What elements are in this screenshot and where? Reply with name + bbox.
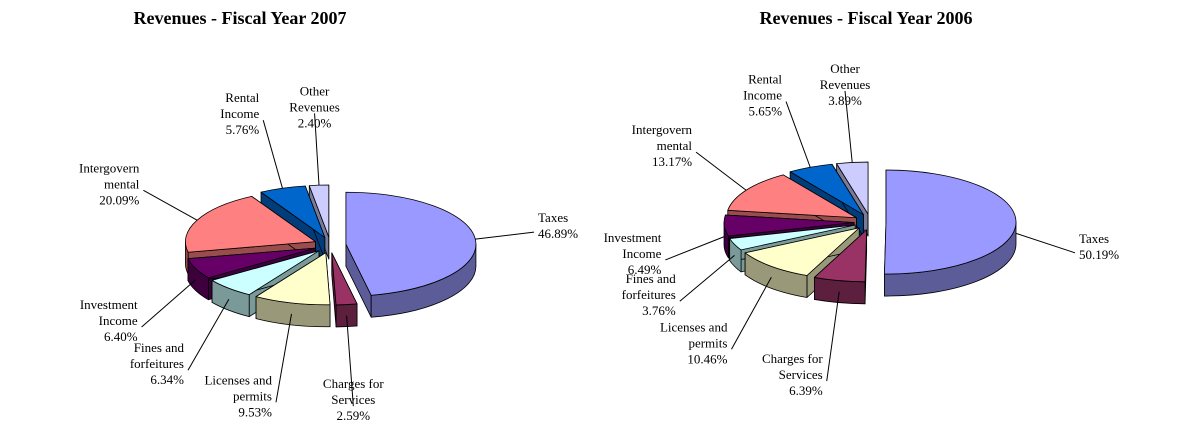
label-line: mental [104,176,140,191]
slice-label: Charges for Services [323,376,384,407]
label-line: Rental [748,72,782,87]
label-line: Investment [80,297,138,312]
label-line: permits [688,335,727,350]
slice [308,184,330,238]
label-line: forfeitures [622,287,676,302]
label-line: permits [233,388,272,403]
label-line: Income [99,313,138,328]
slice-label: Intergovern mental [79,160,140,191]
leader-line [141,279,197,328]
label-line: Fines and [134,340,185,355]
slice [187,247,316,279]
chart-title: Revenues - Fiscal Year 2006 [760,8,973,28]
label-line: Revenues [289,99,340,114]
chart-title: Revenues - Fiscal Year 2007 [134,8,347,28]
slice [331,252,358,306]
label-line: Income [220,106,259,121]
slice-label: Other Revenues [820,61,871,92]
leader-line [275,313,293,403]
label-line: mental [657,138,693,153]
slice [813,229,868,283]
slice [260,185,326,238]
slice [211,250,320,296]
leader-line [346,315,354,407]
slice-label: Taxes [1079,231,1109,246]
leader-line [785,101,811,168]
slice-label: Investment Income [604,230,662,261]
label-line: Services [779,367,823,382]
slice [729,224,856,251]
slice [884,169,1017,275]
label-line: Intergovern [79,160,140,175]
label-line: Rental [225,90,259,105]
slice-label: Other Revenues [289,83,340,114]
slice-label: Licenses and permits [204,372,272,403]
leader-line [665,236,725,261]
value-label: 13.17% [652,154,692,169]
slice-label: Rental Income [743,72,782,103]
label-line: Income [743,88,782,103]
label-line: Taxes [1079,231,1109,246]
leader-line [826,291,840,382]
slice-label: Fines and forfeitures [622,271,677,302]
slice [836,161,869,215]
slice-label: Rental Income [220,90,259,121]
value-label: 50.19% [1079,247,1119,262]
value-label: 6.40% [104,329,138,344]
leader-line [314,113,320,186]
leader-line [262,120,283,189]
label-line: Other [300,83,330,98]
label-line: Revenues [820,77,871,92]
leader-line [695,151,747,191]
value-label: 2.40% [298,115,332,130]
slice-label: Investment Income [80,297,138,328]
label-line: Other [830,61,860,76]
label-line: Taxes [538,210,568,225]
label-line: Licenses and [660,319,728,334]
slice [789,163,864,216]
value-label: 5.65% [748,104,782,119]
label-line: Charges for [762,351,823,366]
leader-line [475,231,535,240]
slice [744,227,860,276]
leader-line [844,90,853,163]
slice-label: Taxes [538,210,568,225]
slice-label: Charges for Services [762,351,823,382]
leader-line [1015,232,1076,254]
slice-label: Fines and forfeitures [130,340,185,371]
slice-wall [335,303,358,328]
label-line: Intergovern [632,122,693,137]
slice-label: Intergovern mental [632,122,693,153]
leader-line [731,276,772,350]
value-label: 6.49% [628,262,662,277]
label-line: Income [622,246,661,261]
leader-line [143,189,198,221]
slice-label: Licenses and permits [660,319,728,350]
value-label: 9.53% [238,404,272,419]
slice [345,191,477,296]
value-label: 3.89% [828,93,862,108]
value-label: 10.46% [687,351,727,366]
label-line: forfeitures [130,356,184,371]
label-line: Investment [604,230,662,245]
value-label: 6.39% [789,383,823,398]
label-line: Fines and [626,271,677,286]
pie [723,161,1017,305]
value-label: 46.89% [538,226,578,241]
leader-line [187,299,230,371]
label-line: Licenses and [204,372,272,387]
label-line: Services [331,392,375,407]
value-label: 2.59% [337,408,371,423]
leader-line [679,254,735,302]
slice [723,214,855,237]
value-label: 5.76% [226,122,260,137]
value-label: 3.76% [642,303,676,318]
slice [255,252,331,306]
pie [185,184,477,328]
label-line: Charges for [323,376,384,391]
value-label: 6.34% [150,372,184,387]
value-label: 20.09% [99,192,139,207]
